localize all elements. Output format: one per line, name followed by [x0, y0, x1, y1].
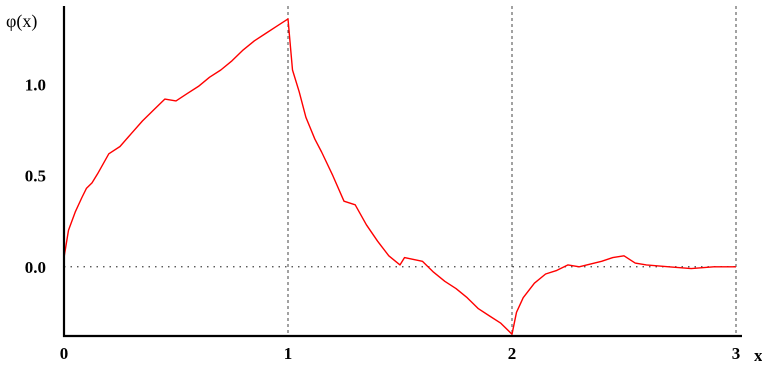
series-line	[63, 18, 736, 335]
y-tick-label: 0.0	[25, 258, 46, 277]
grid	[64, 6, 737, 336]
tick-labels: 0 1 2 3 0.0 0.5 1.0	[25, 76, 741, 363]
y-axis-label: φ(x)	[6, 11, 37, 32]
x-axis-label: x	[754, 346, 762, 365]
x-tick-label: 0	[60, 344, 69, 363]
y-tick-label: 0.5	[25, 167, 46, 186]
series-layer	[63, 18, 736, 335]
x-tick-label: 3	[732, 344, 741, 363]
axes	[62, 6, 742, 338]
x-tick-label: 1	[284, 344, 293, 363]
x-tick-label: 2	[508, 344, 517, 363]
y-tick-label: 1.0	[25, 76, 46, 95]
